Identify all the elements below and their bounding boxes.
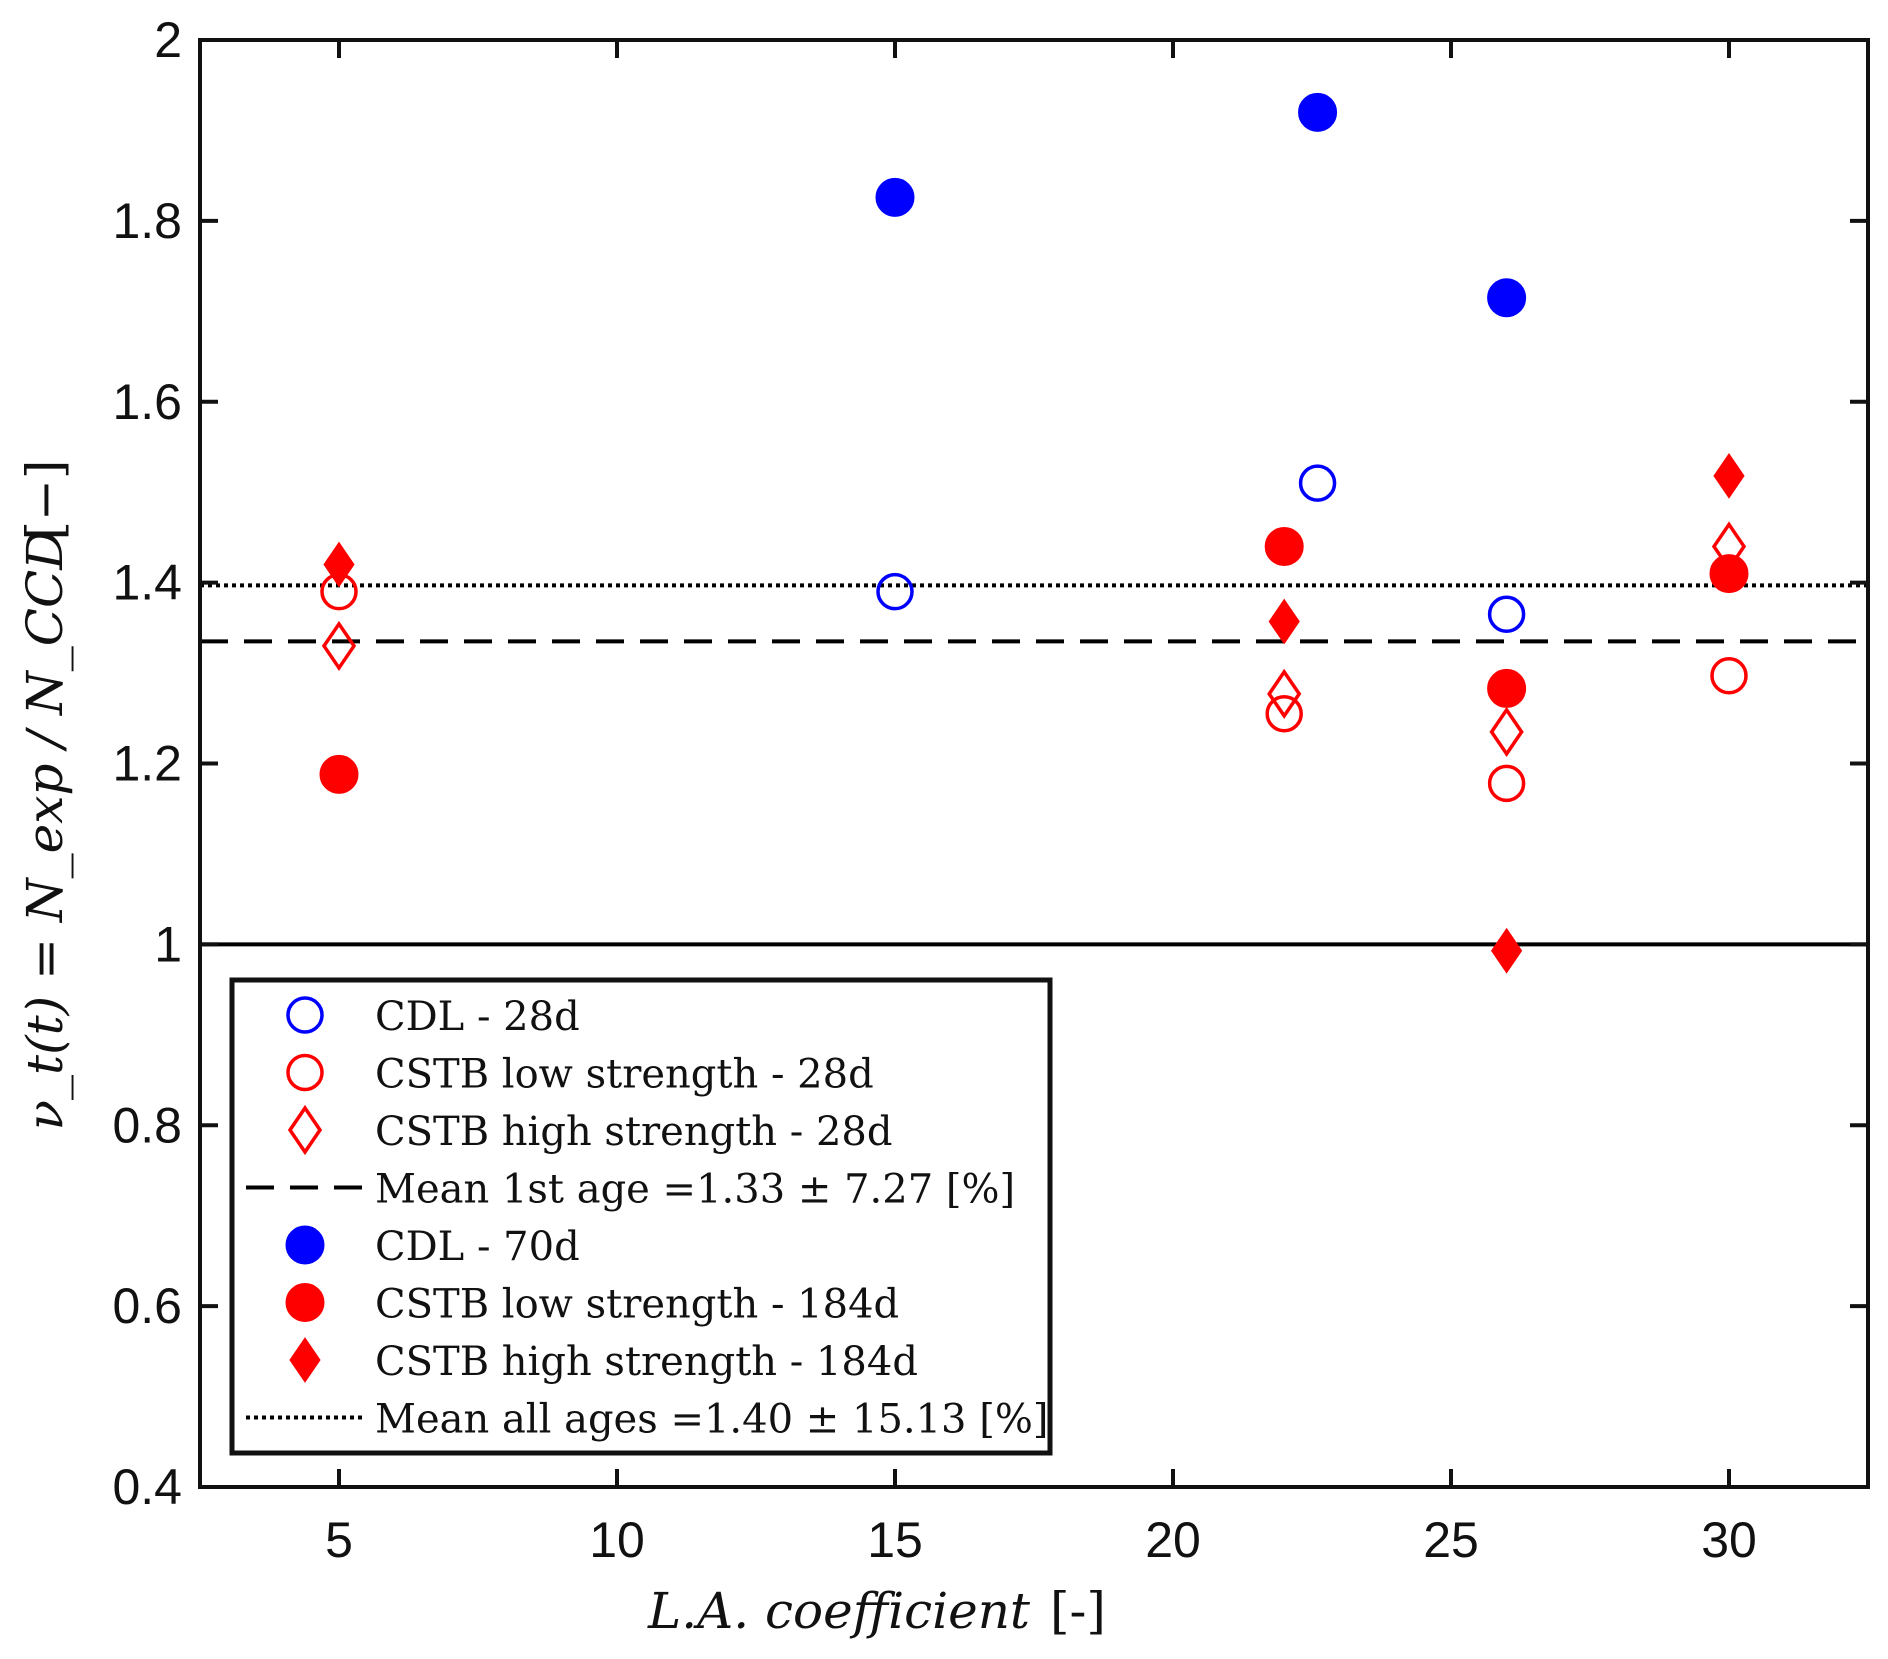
legend-label: CSTB high strength - 184d (375, 1339, 918, 1385)
legend-swatch (286, 1053, 324, 1092)
legend-swatch (285, 1225, 325, 1265)
y-tick-label: 0.8 (112, 1097, 182, 1153)
y-axis-unit: [−] (16, 460, 74, 541)
legend-label: CSTB high strength - 28d (375, 1109, 892, 1155)
data-point (1713, 453, 1745, 499)
data-point (1487, 764, 1526, 803)
y-axis-label: ν_t(t) = N_exp / N_CCD (16, 530, 74, 1131)
data-point (1710, 657, 1748, 695)
legend-swatch (285, 1283, 325, 1322)
legend-swatch (289, 1337, 321, 1383)
x-tick-label: 10 (589, 1512, 645, 1568)
data-point (319, 754, 359, 794)
data-point (875, 177, 915, 217)
legend: CDL - 28d CSTB low strength - 28d CSTB hig… (229, 977, 1053, 1456)
data-point (1709, 554, 1749, 594)
data-point (1487, 278, 1527, 318)
x-axis-unit: [-] (1050, 1582, 1106, 1640)
data-point (1487, 668, 1527, 708)
axes: 5 10 15 20 25 30 0.4 0.6 0.8 1 1.2 1.4 1.6 1.8 2 (112, 12, 1870, 1568)
data-point (1265, 695, 1303, 733)
data-point (323, 541, 355, 588)
legend-label: Mean all ages =1.40 ± 15.13 [%] (375, 1397, 1048, 1443)
data-point (1490, 927, 1523, 974)
y-tick-label: 1.8 (112, 193, 182, 249)
x-tick-label: 20 (1145, 1512, 1201, 1568)
y-tick-label: 2 (154, 12, 182, 68)
y-tick-label: 1.2 (112, 736, 182, 792)
data-point (321, 620, 357, 672)
data-point (1264, 526, 1304, 566)
legend-label: CSTB low strength - 184d (375, 1282, 899, 1328)
y-tick-label: 1.6 (112, 374, 182, 430)
x-tick-label: 5 (325, 1512, 353, 1568)
legend-box (229, 977, 1053, 1456)
x-tick-label: 15 (867, 1512, 923, 1568)
y-axis-label-group: ν_t(t) = N_exp / N_CCD [−] (16, 460, 74, 1131)
y-tick-label: 0.4 (112, 1459, 182, 1515)
data-point (1487, 595, 1526, 634)
x-tick-label: 30 (1701, 1512, 1757, 1568)
legend-label: Mean 1st age =1.33 ± 7.27 [%] (375, 1167, 1015, 1213)
data-point (1489, 706, 1524, 757)
y-tick-label: 0.6 (112, 1278, 182, 1334)
y-tick-label: 1.4 (112, 555, 182, 611)
data-point (1267, 668, 1302, 719)
x-tick-label: 25 (1423, 1512, 1479, 1568)
x-axis-label: L.A. coefficient (647, 1582, 1031, 1640)
data-point (1268, 598, 1300, 645)
data-point (1298, 92, 1338, 132)
data-point (1298, 464, 1337, 502)
plot-area (200, 92, 1868, 974)
legend-label: CSTB low strength - 28d (375, 1052, 874, 1098)
legend-swatch (287, 1104, 323, 1156)
legend-label: CDL - 28d (375, 994, 580, 1040)
data-point (876, 572, 914, 611)
legend-swatch (286, 996, 324, 1034)
legend-label: CDL - 70d (375, 1224, 580, 1270)
y-tick-label: 1 (154, 916, 182, 972)
